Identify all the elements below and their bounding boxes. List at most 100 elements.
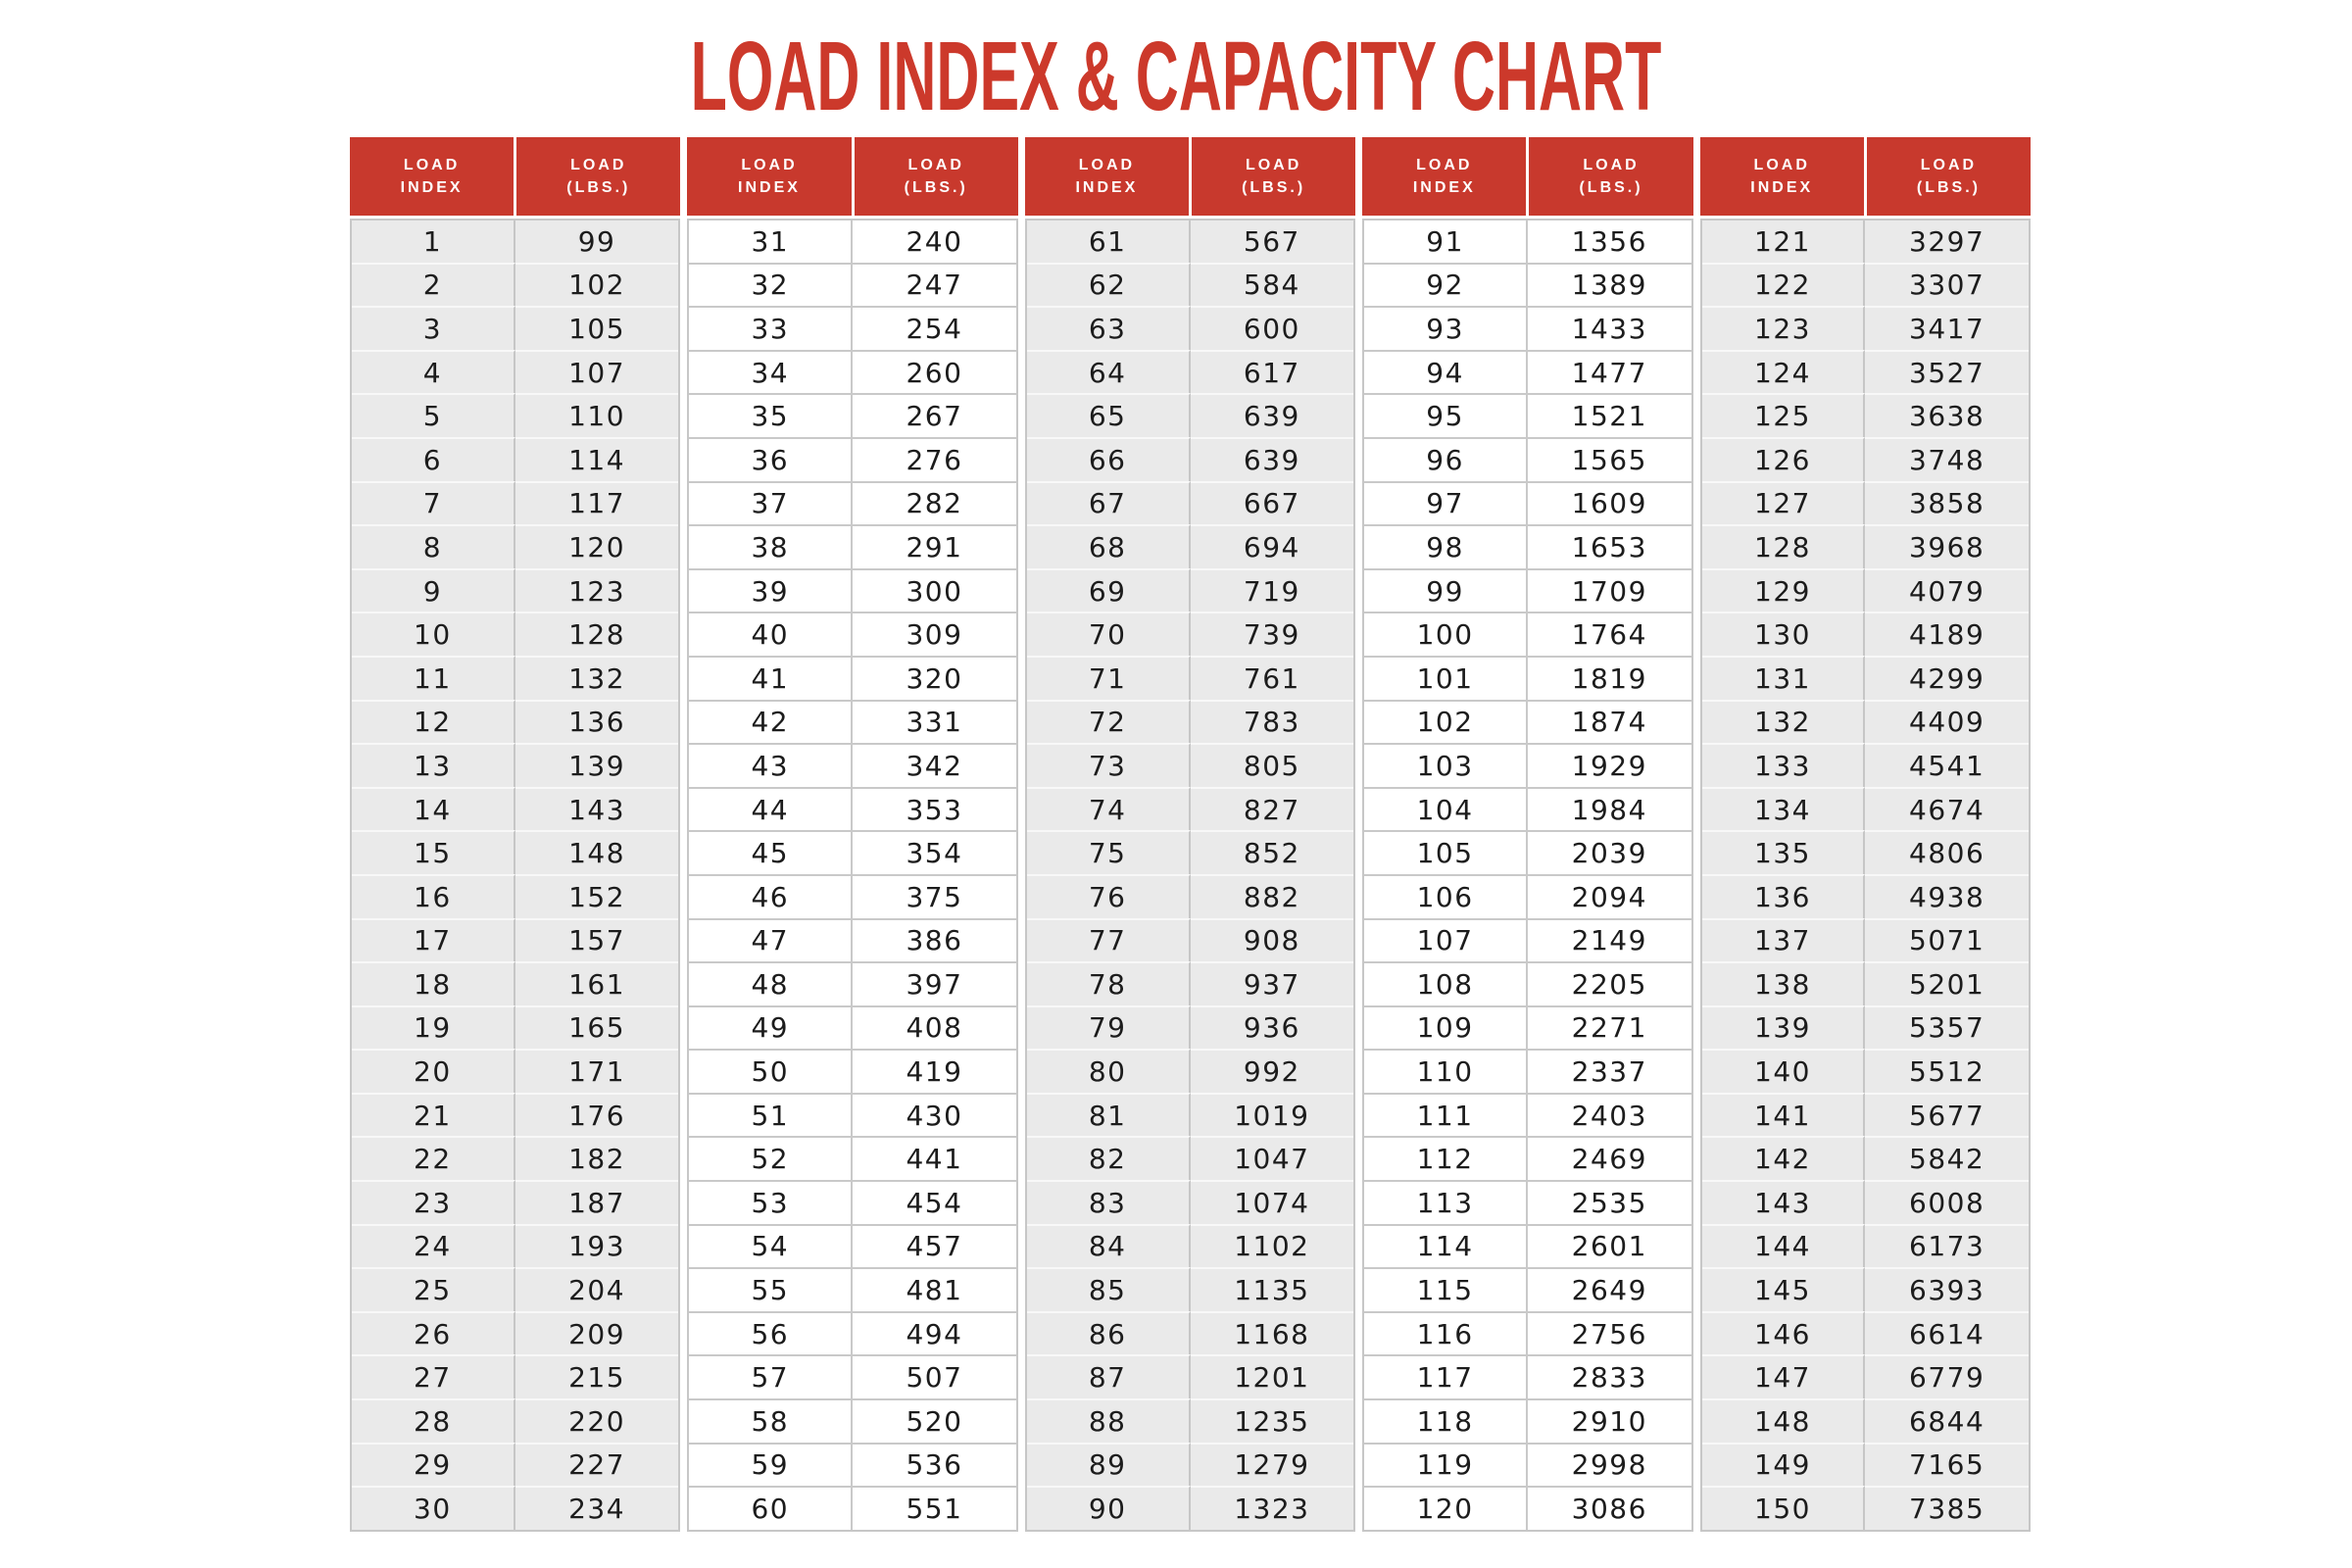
load-capacity-cell: 4541 xyxy=(1865,743,2030,787)
load-index-cell: 143 xyxy=(1701,1180,1866,1224)
load-capacity-cell: 1609 xyxy=(1527,480,1691,525)
load-index-cell: 89 xyxy=(1026,1442,1191,1487)
load-capacity-cell: 2998 xyxy=(1527,1442,1691,1487)
load-index-cell: 150 xyxy=(1701,1486,1866,1530)
load-capacity-cell: 4409 xyxy=(1865,699,2030,744)
load-index-cell: 106 xyxy=(1364,873,1528,918)
load-index-cell: 11 xyxy=(352,655,515,700)
load-index-cell: 119 xyxy=(1364,1442,1528,1487)
load-index-cell: 67 xyxy=(1026,480,1191,525)
load-index-cell: 130 xyxy=(1701,612,1866,656)
load-index-cell: 36 xyxy=(689,436,854,481)
load-capacity-cell: 227 xyxy=(514,1442,679,1487)
load-index-cell: 39 xyxy=(689,567,854,612)
load-index-cell: 64 xyxy=(1026,349,1191,394)
load-index-cell: 69 xyxy=(1026,567,1191,612)
load-capacity-cell: 117 xyxy=(514,480,679,525)
load-capacity-cell: 2601 xyxy=(1527,1223,1691,1268)
load-index-cell: 24 xyxy=(352,1223,515,1268)
load-index-cell: 92 xyxy=(1364,262,1528,307)
load-capacity-cell: 165 xyxy=(514,1004,679,1050)
load-index-cell: 90 xyxy=(1026,1486,1191,1530)
load-index-cell: 137 xyxy=(1701,917,1866,962)
load-index-cell: 129 xyxy=(1701,567,1866,612)
load-index-cell: 97 xyxy=(1364,480,1528,525)
load-capacity-cell: 4079 xyxy=(1865,567,2030,612)
load-capacity-cell: 494 xyxy=(853,1310,1016,1355)
load-index-column-header: LOAD INDEX xyxy=(1024,137,1190,216)
load-index-cell: 12 xyxy=(352,699,515,744)
load-capacity-cell: 171 xyxy=(514,1049,679,1093)
load-index-cell: 25 xyxy=(352,1267,515,1311)
load-index-cell: 2 xyxy=(352,262,515,307)
load-index-cell: 114 xyxy=(1364,1223,1528,1268)
load-capacity-cell: 1984 xyxy=(1527,786,1691,831)
load-index-cell: 61 xyxy=(1026,220,1191,263)
load-capacity-cell: 2910 xyxy=(1527,1398,1691,1443)
load-index-cell: 95 xyxy=(1364,393,1528,437)
load-capacity-cell: 114 xyxy=(514,436,679,481)
load-capacity-cell: 176 xyxy=(514,1092,679,1137)
load-index-cell: 115 xyxy=(1364,1267,1528,1311)
load-index-cell: 120 xyxy=(1364,1486,1528,1530)
load-index-cell: 40 xyxy=(689,612,854,656)
load-index-cell: 78 xyxy=(1026,961,1191,1005)
load-capacity-cell: 123 xyxy=(514,567,679,612)
load-capacity-cell: 6614 xyxy=(1865,1310,2030,1355)
load-index-cell: 102 xyxy=(1364,699,1528,744)
load-capacity-cell: 1521 xyxy=(1527,393,1691,437)
load-capacity-cell: 320 xyxy=(853,655,1016,700)
load-capacity-cell: 187 xyxy=(514,1180,679,1224)
load-capacity-cell: 2833 xyxy=(1527,1354,1691,1399)
load-capacity-cell: 105 xyxy=(514,306,679,350)
load-index-cell: 1 xyxy=(352,220,515,263)
load-index-cell: 14 xyxy=(352,786,515,831)
load-capacity-cell: 5357 xyxy=(1865,1004,2030,1050)
load-index-cell: 131 xyxy=(1701,655,1866,700)
load-index-cell: 111 xyxy=(1364,1092,1528,1137)
load-index-cell: 15 xyxy=(352,830,515,874)
load-capacity-cell: 2149 xyxy=(1527,917,1691,962)
load-capacity-cell: 805 xyxy=(1190,743,1354,787)
load-index-cell: 126 xyxy=(1701,436,1866,481)
load-capacity-cell: 136 xyxy=(514,699,679,744)
load-capacity-cell: 397 xyxy=(853,961,1016,1005)
load-index-cell: 43 xyxy=(689,743,854,787)
load-capacity-cell: 110 xyxy=(514,393,679,437)
load-capacity-cell: 567 xyxy=(1190,220,1354,263)
load-index-cell: 68 xyxy=(1026,524,1191,568)
load-capacity-cell: 234 xyxy=(514,1486,679,1530)
load-capacity-cell: 3417 xyxy=(1865,306,2030,350)
load-capacity-cell: 1323 xyxy=(1190,1486,1354,1530)
load-index-cell: 103 xyxy=(1364,743,1528,787)
load-capacity-cell: 2756 xyxy=(1527,1310,1691,1355)
load-index-cell: 73 xyxy=(1026,743,1191,787)
load-index-cell: 82 xyxy=(1026,1136,1191,1181)
load-index-cell: 47 xyxy=(689,917,854,962)
load-capacity-cell: 342 xyxy=(853,743,1016,787)
load-index-cell: 34 xyxy=(689,349,854,394)
load-capacity-cell: 1102 xyxy=(1190,1223,1354,1268)
load-capacity-cell: 1433 xyxy=(1527,306,1691,350)
load-index-cell: 49 xyxy=(689,1004,854,1050)
load-capacity-cell: 1819 xyxy=(1527,655,1691,700)
column-group-body: 61 567 62 584 63 600 64 617 65 639 66 639 67 667 68 694… xyxy=(1024,219,1356,1532)
load-index-cell: 30 xyxy=(352,1486,515,1530)
page-title: LOAD INDEX & CAPACITY CHART xyxy=(690,22,1662,131)
column-group-4: LOAD INDEX LOAD (LBS.) 91 1356 92 1389 93 1433 9… xyxy=(1362,137,1693,1532)
load-capacity-cell: 291 xyxy=(853,524,1016,568)
load-index-cell: 32 xyxy=(689,262,854,307)
load-capacity-cell: 5677 xyxy=(1865,1092,2030,1137)
load-index-cell: 149 xyxy=(1701,1442,1866,1487)
load-capacity-cell: 694 xyxy=(1190,524,1354,568)
column-group-header: LOAD INDEX LOAD (LBS.) xyxy=(1362,137,1693,216)
load-capacity-cell: 1201 xyxy=(1190,1354,1354,1399)
load-index-cell: 109 xyxy=(1364,1004,1528,1050)
load-index-cell: 132 xyxy=(1701,699,1866,744)
load-index-cell: 135 xyxy=(1701,830,1866,874)
load-capacity-cell: 3968 xyxy=(1865,524,2030,568)
load-capacity-cell: 102 xyxy=(514,262,679,307)
load-capacity-cell: 617 xyxy=(1190,349,1354,394)
load-capacity-cell: 1565 xyxy=(1527,436,1691,481)
load-index-cell: 10 xyxy=(352,612,515,656)
